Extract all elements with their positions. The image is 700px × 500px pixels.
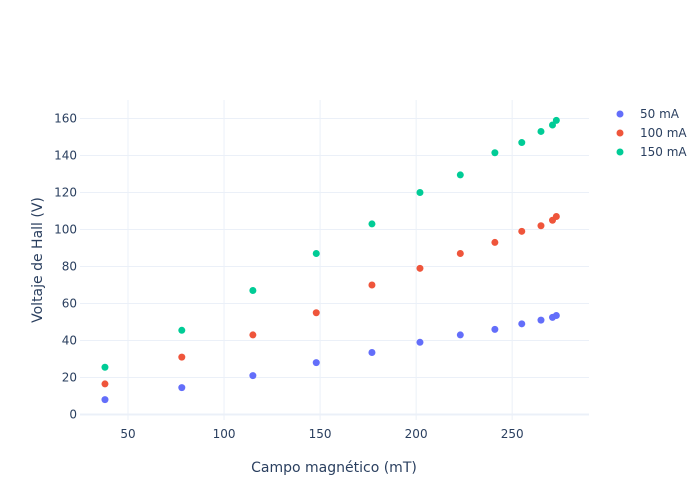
data-point [312,309,320,317]
data-point [491,238,499,246]
data-point [101,380,109,388]
x-tick-label: 100 [213,427,236,441]
y-tick-label: 160 [54,111,77,125]
x-axis-title: Campo magnético (mT) [251,460,417,476]
x-tick-label: 50 [120,427,135,441]
data-point [537,127,545,135]
data-point [552,213,560,221]
data-point [368,220,376,228]
legend-marker [616,129,624,137]
data-point [178,353,186,361]
y-tick-label: 40 [62,333,77,347]
y-axis-ticks: 0 20 40 60 80 100 120 140 160 [54,111,77,421]
data-point [491,149,499,157]
plot-area [80,100,589,420]
data-point [456,171,464,179]
data-point [312,250,320,258]
legend-marker [616,148,624,156]
x-tick-label: 200 [405,427,428,441]
data-point [552,311,560,319]
data-point [537,316,545,324]
data-point [518,320,526,328]
data-point [456,331,464,339]
data-point [552,116,560,124]
data-point [249,331,257,339]
data-point [249,287,257,295]
data-point [518,227,526,235]
legend: 50 mA 100 mA 150 mA [616,107,687,159]
data-point [518,139,526,147]
data-point [416,338,424,346]
legend-marker [616,110,624,118]
data-point [456,250,464,258]
legend-label: 50 mA [640,107,680,121]
y-tick-label: 120 [54,185,77,199]
y-tick-label: 20 [62,370,77,384]
y-tick-label: 100 [54,222,77,236]
data-point [549,121,557,129]
legend-label: 150 mA [640,145,687,159]
data-point [101,363,109,371]
x-tick-label: 150 [309,427,332,441]
data-point [101,396,109,404]
y-tick-label: 140 [54,148,77,162]
data-point [537,222,545,230]
y-tick-label: 60 [62,296,77,310]
data-points [101,116,560,404]
data-point [249,372,257,380]
legend-label: 100 mA [640,126,687,140]
data-point [416,188,424,196]
x-tick-label: 250 [501,427,524,441]
data-point [312,359,320,367]
data-point [491,325,499,333]
data-point [416,264,424,272]
data-point [368,348,376,356]
y-tick-label: 80 [62,259,77,273]
data-point [178,326,186,334]
data-point [178,384,186,392]
data-point [368,281,376,289]
y-axis-title: Voltaje de Hall (V) [30,197,46,323]
y-tick-label: 0 [69,407,77,421]
grid [80,100,589,420]
x-axis-ticks: 50 100 150 200 250 [120,427,523,441]
